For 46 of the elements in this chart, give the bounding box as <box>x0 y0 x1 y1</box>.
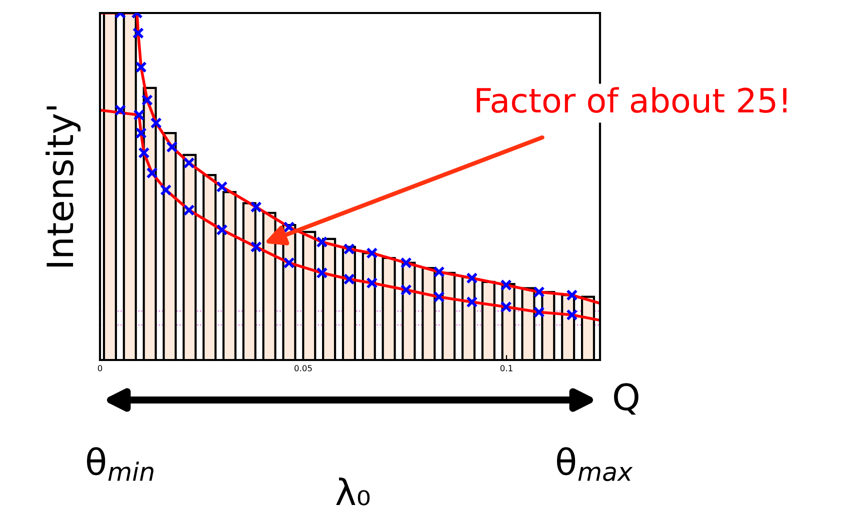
point <box>400 284 412 296</box>
text: θ$_{max}$ <box>556 447 633 482</box>
point <box>283 221 295 233</box>
point <box>566 289 578 301</box>
annotation: Factor of about 25! <box>476 87 786 113</box>
point <box>283 257 295 269</box>
point <box>183 204 195 216</box>
point <box>433 266 445 278</box>
point <box>135 127 147 139</box>
point <box>114 104 126 116</box>
point <box>500 301 512 313</box>
point <box>133 109 145 121</box>
point <box>433 291 445 303</box>
point <box>138 147 150 159</box>
text: θ$_{min}$ <box>86 447 154 481</box>
point <box>135 61 147 73</box>
point <box>316 236 328 248</box>
point <box>366 277 378 289</box>
text: λ₀ <box>336 478 370 506</box>
point <box>146 167 158 179</box>
point <box>366 247 378 259</box>
point <box>343 273 355 285</box>
point <box>216 181 228 193</box>
point <box>500 279 512 291</box>
point <box>160 184 172 196</box>
point <box>316 267 328 279</box>
x-tick-label: 0.05 <box>294 365 312 372</box>
point <box>216 224 228 236</box>
point <box>533 306 545 318</box>
point <box>250 201 262 213</box>
point <box>141 94 153 106</box>
point <box>466 296 478 308</box>
x-axis-title: Q <box>614 383 638 415</box>
point <box>400 257 412 269</box>
x-tick-label: 0 <box>98 365 102 372</box>
y-axis-title: Intensity' <box>46 106 81 267</box>
point <box>183 157 195 169</box>
point <box>343 243 355 255</box>
point <box>150 117 162 129</box>
x-tick-label: 0.1 <box>500 365 512 372</box>
point <box>566 309 578 321</box>
point <box>466 272 478 284</box>
point <box>166 141 178 153</box>
point <box>533 286 545 298</box>
point <box>250 241 262 253</box>
point <box>132 27 144 39</box>
